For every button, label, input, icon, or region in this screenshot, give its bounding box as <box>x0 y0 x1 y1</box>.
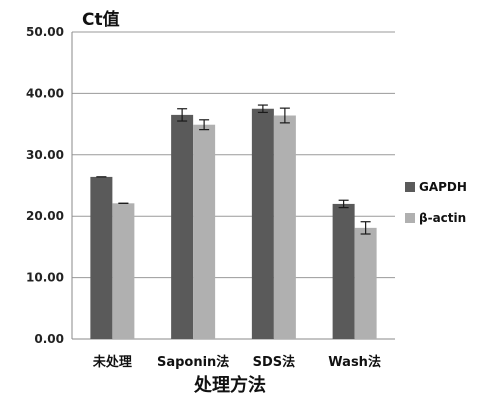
y-tick-label: 30.00 <box>26 148 64 162</box>
error-bar <box>338 199 349 209</box>
x-category-label: Saponin法 <box>157 354 229 370</box>
error-bar <box>177 108 188 122</box>
bar-gapdh <box>90 176 113 339</box>
x-category-label: Wash法 <box>328 354 381 370</box>
y-tick-label: 10.00 <box>26 271 64 285</box>
x-axis-categories: 未处理 Saponin法 SDS法 Wash法 <box>92 354 381 370</box>
y-tick-label: 40.00 <box>26 86 64 100</box>
legend-label: GAPDH <box>419 180 467 194</box>
bar-gapdh <box>251 108 274 339</box>
legend-item: GAPDH <box>405 180 467 194</box>
error-bar <box>279 107 290 124</box>
y-tick-label: 0.00 <box>34 332 64 346</box>
bar-gapdh <box>332 203 355 339</box>
bar-beta-actin <box>112 203 135 339</box>
bars <box>90 108 377 340</box>
x-axis-label: 处理方法 <box>193 374 266 396</box>
legend-item: β-actin <box>405 211 466 225</box>
y-axis-ticks: 0.00 10.00 20.00 30.00 40.00 50.00 <box>26 25 64 346</box>
bar-beta-actin <box>193 124 216 340</box>
y-tick-label: 20.00 <box>26 209 64 223</box>
bar-gapdh <box>171 114 194 339</box>
legend-swatch <box>405 213 415 223</box>
legend-label: β-actin <box>419 211 466 225</box>
error-bar <box>199 119 210 131</box>
legend: GAPDH β-actin <box>405 180 467 225</box>
y-axis-label: Ct值 <box>82 9 120 30</box>
bar-beta-actin <box>273 115 296 339</box>
bar-beta-actin <box>354 227 377 339</box>
error-bar <box>257 104 268 114</box>
y-tick-label: 50.00 <box>26 25 64 39</box>
error-bars <box>96 104 371 235</box>
x-category-label: 未处理 <box>92 354 132 370</box>
error-bar <box>360 221 371 235</box>
x-category-label: SDS法 <box>253 354 296 370</box>
legend-swatch <box>405 182 415 192</box>
